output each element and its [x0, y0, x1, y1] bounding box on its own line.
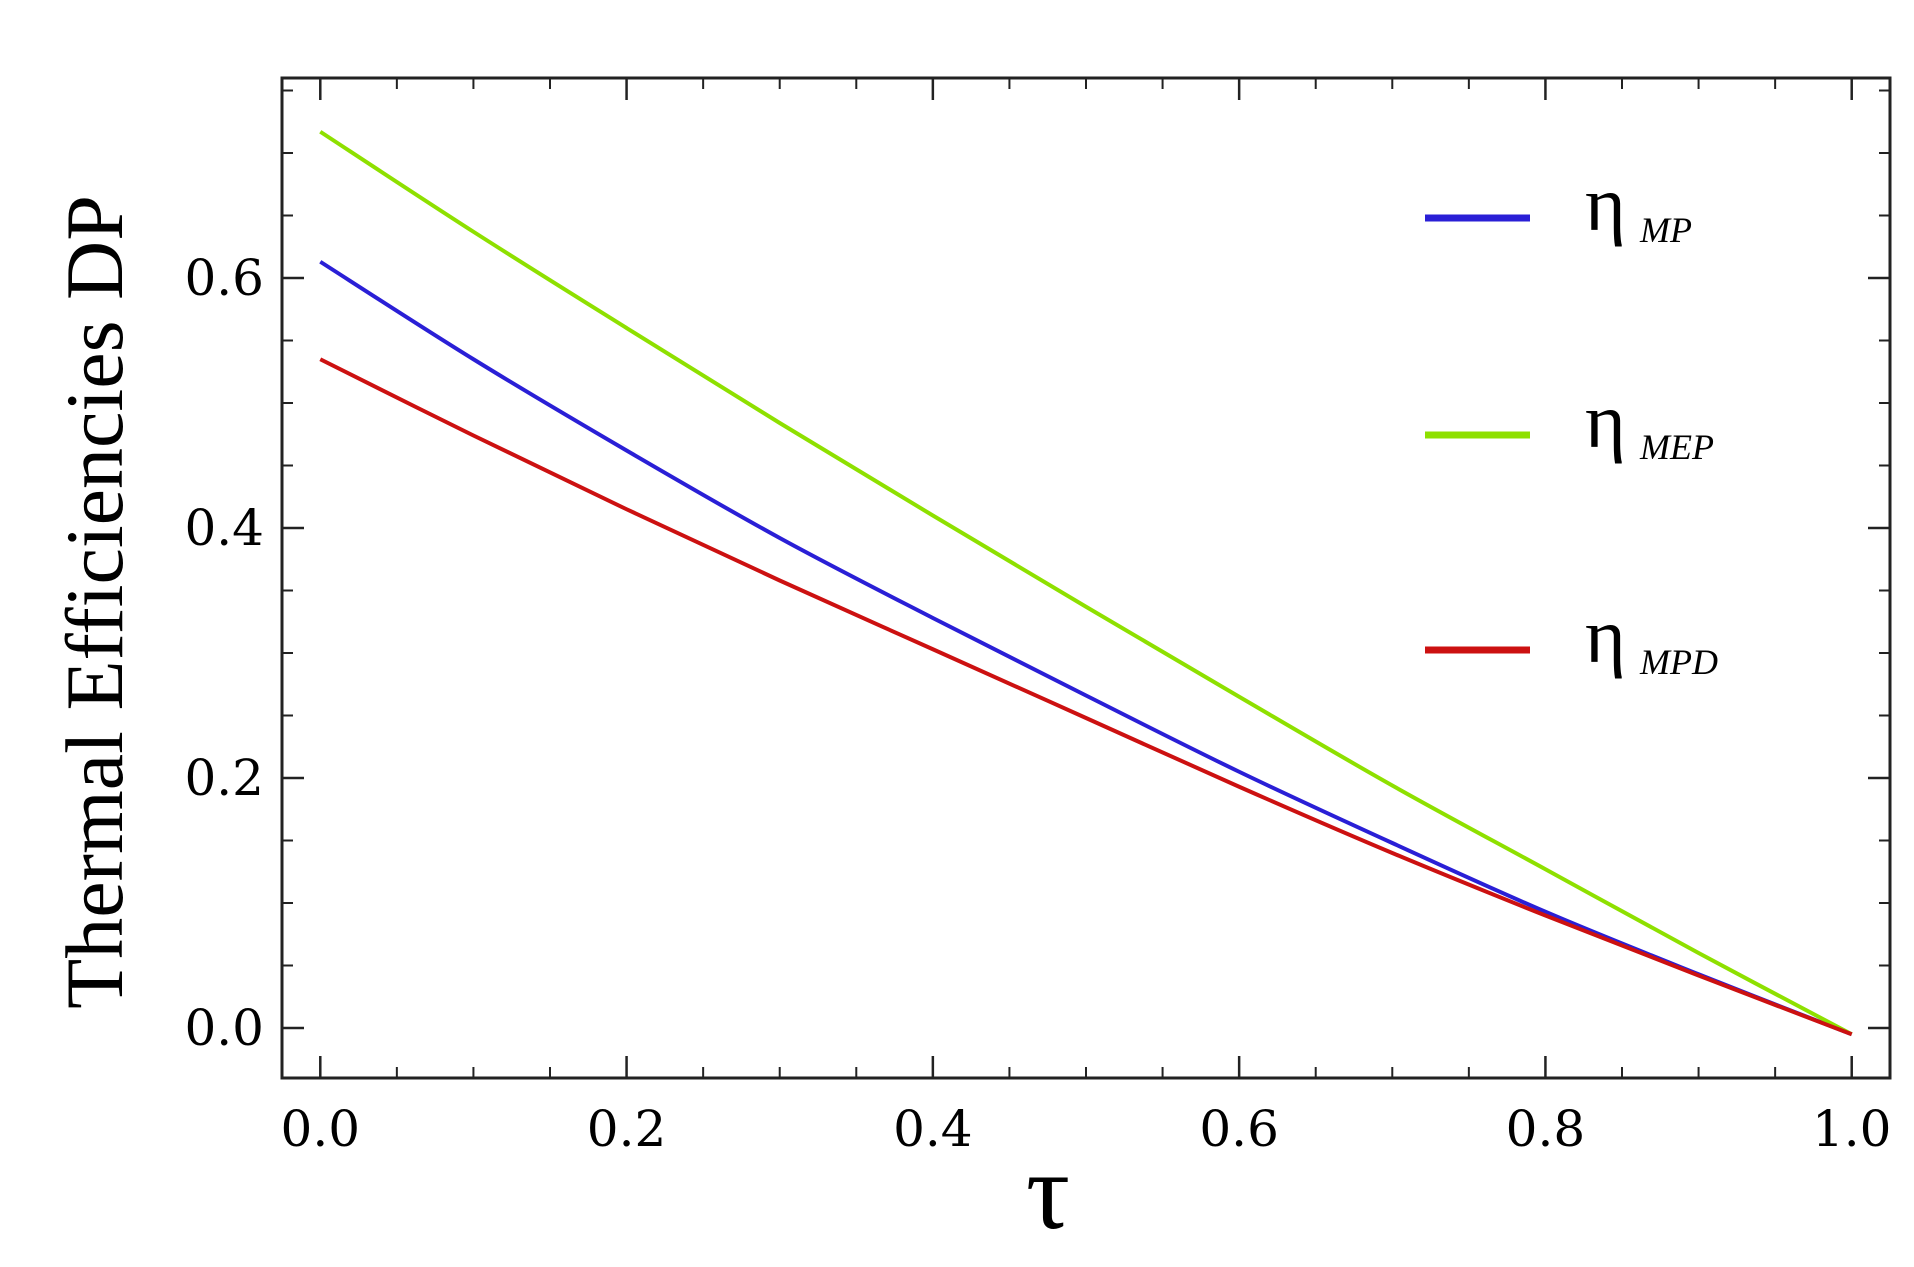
legend-label-mp: η [1585, 160, 1626, 247]
legend-subscript-mpd: MPD [1639, 642, 1718, 682]
y-axis-label: Thermal Efficiencies DP [49, 195, 140, 1009]
legend: η MP η MEP η MPD [1425, 160, 1718, 682]
legend-subscript-mp: MP [1639, 210, 1692, 250]
series-lines [319, 130, 1853, 1037]
x-tick-label: 0.4 [893, 1100, 973, 1158]
x-axis-label: τ [1026, 1130, 1070, 1252]
y-tick-label: 0.0 [184, 999, 264, 1057]
plot-frame [280, 76, 1892, 1080]
series-line-mp [319, 260, 1853, 1037]
y-tick-label: 0.6 [184, 249, 264, 307]
legend-label-mep: η [1585, 377, 1626, 464]
y-tick-label: 0.2 [184, 749, 264, 807]
x-tick-label: 0.6 [1199, 1100, 1279, 1158]
legend-subscript-mep: MEP [1639, 427, 1714, 467]
y-tick-label: 0.4 [184, 499, 264, 557]
axis-ticks [282, 78, 1890, 1078]
series-line-mpd [319, 357, 1853, 1037]
x-tick-label: 0.2 [587, 1100, 667, 1158]
tick-labels: 0.0 0.2 0.4 0.6 0.8 1.0 0.0 0.2 0.4 0.6 [184, 249, 1891, 1158]
x-tick-label: 0.0 [281, 1100, 361, 1158]
x-tick-label: 1.0 [1812, 1100, 1892, 1158]
x-tick-label: 0.8 [1506, 1100, 1586, 1158]
series-line-mep [319, 130, 1853, 1037]
legend-label-mpd: η [1585, 592, 1626, 679]
